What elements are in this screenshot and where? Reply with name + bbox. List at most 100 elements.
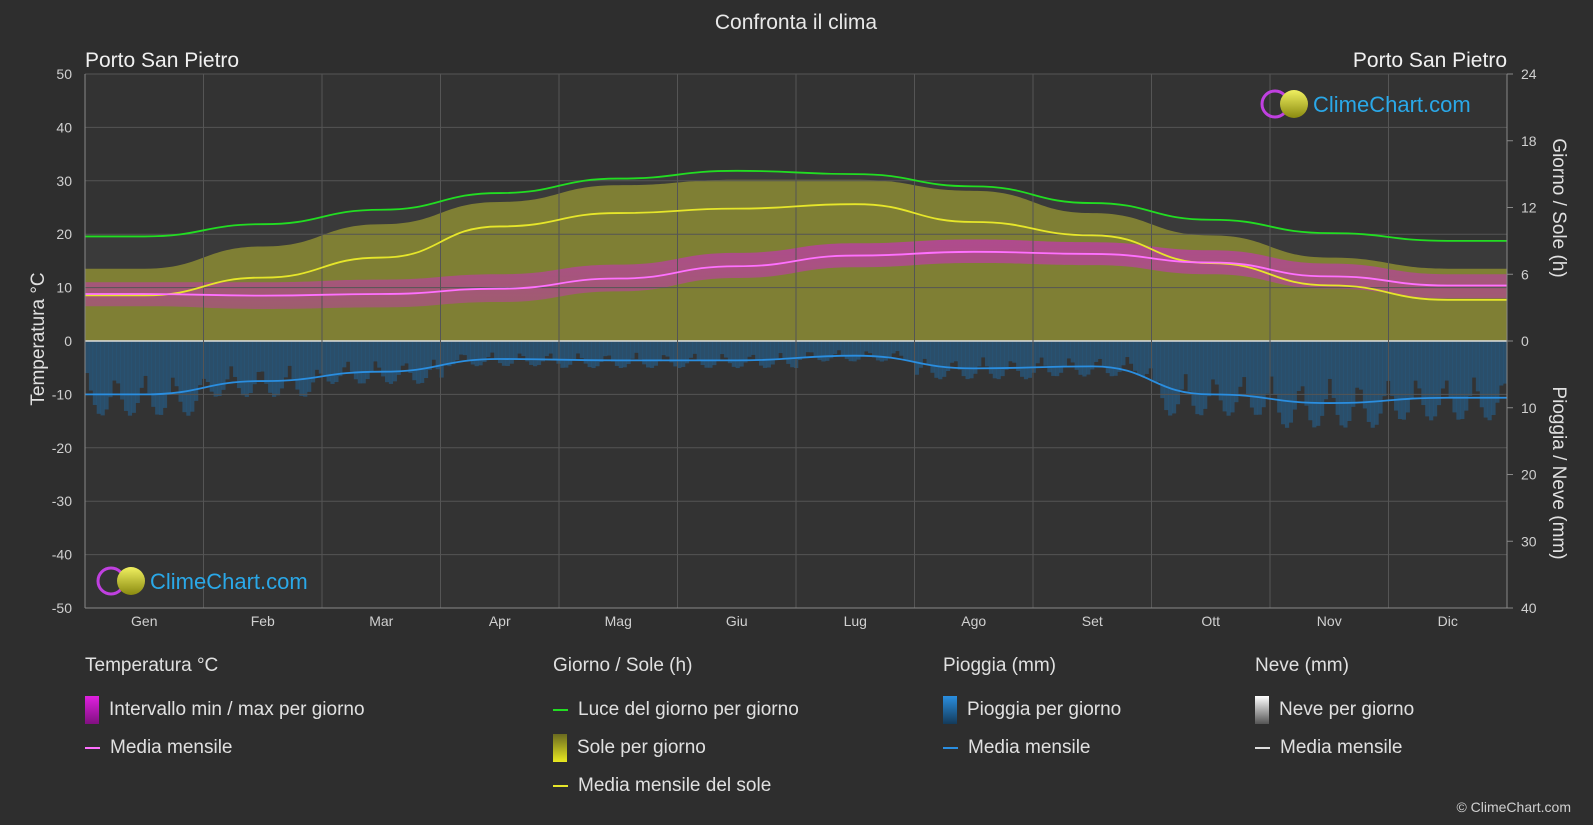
rain-bar xyxy=(864,341,869,352)
rain-bar xyxy=(653,341,658,366)
rain-bar xyxy=(1008,341,1013,362)
rain-bar xyxy=(159,341,164,415)
rain-bar xyxy=(1366,341,1371,422)
rain-bar xyxy=(1094,341,1099,362)
rain-bar xyxy=(166,341,172,395)
rain-bar xyxy=(365,341,370,380)
brand-text-top: ClimeChart.com xyxy=(1313,92,1471,117)
rain-bar xyxy=(478,341,483,366)
rain-bar xyxy=(618,341,623,368)
rain-bar xyxy=(1421,341,1426,406)
legend-item: Sole per giorno xyxy=(553,729,799,767)
rain-bar xyxy=(1210,341,1216,380)
legend-sun: Giorno / Sole (h) Luce del giorno per gi… xyxy=(553,655,799,805)
rain-bar xyxy=(930,341,935,373)
rain-bar xyxy=(782,341,787,359)
rain-bar xyxy=(634,341,639,353)
series-lines xyxy=(84,169,1507,404)
rain-bar xyxy=(735,341,740,369)
rain-bar xyxy=(891,341,896,354)
legend-temperature: Temperatura °C Intervallo min / max per … xyxy=(85,655,365,767)
rain-bar xyxy=(907,341,912,362)
rain-bar xyxy=(455,341,460,361)
chart-title: Confronta il clima xyxy=(715,11,878,34)
rain-bar xyxy=(560,341,565,368)
rain-bar xyxy=(957,341,962,370)
rain-bar xyxy=(431,341,436,360)
rain-bar xyxy=(1257,341,1262,415)
rain-bar xyxy=(377,341,382,368)
rain-bar xyxy=(322,341,327,376)
rain-bar xyxy=(416,341,421,384)
rain-bar xyxy=(264,341,269,384)
rain-bar xyxy=(684,341,690,364)
brand-logo-bottom: ClimeChart.com xyxy=(96,566,308,596)
rain-bar xyxy=(646,341,651,368)
rain-bar xyxy=(969,341,974,379)
rain-bar xyxy=(1444,341,1449,381)
rain-bar xyxy=(295,341,300,390)
rain-bar xyxy=(603,341,608,357)
rain-bar xyxy=(945,341,951,372)
rain-bar xyxy=(797,341,803,361)
rain-bar xyxy=(1281,341,1286,425)
rain-bar xyxy=(1296,341,1301,392)
rain-bar xyxy=(630,341,635,359)
rain-bar xyxy=(466,341,471,361)
rain-bar xyxy=(1074,341,1079,370)
rain-bar xyxy=(1273,341,1278,395)
rain-bar xyxy=(1035,341,1040,364)
y-tick-label-left: -40 xyxy=(52,547,72,563)
rain-bar xyxy=(342,341,347,368)
rain-bar xyxy=(330,341,335,384)
rain-bar xyxy=(490,341,495,353)
y-tick-label-left: -50 xyxy=(52,600,72,616)
rain-bar xyxy=(123,341,129,411)
rain-bar xyxy=(1140,341,1145,377)
rain-bar xyxy=(353,341,359,380)
rain-bar xyxy=(848,341,853,362)
legend-snow-title: Neve (mm) xyxy=(1255,655,1349,676)
rain-bar xyxy=(1051,341,1056,376)
rain-bar xyxy=(474,341,479,367)
rain-bar xyxy=(1012,341,1017,363)
rain-bar xyxy=(731,341,736,367)
rain-bar xyxy=(996,341,1001,380)
legend-item-label: Intervallo min / max per giorno xyxy=(109,699,365,720)
rain-bar xyxy=(712,341,717,366)
rain-bar xyxy=(1327,341,1332,379)
rain-bar xyxy=(404,341,409,364)
rain-bar xyxy=(1499,341,1504,386)
rain-bar xyxy=(716,341,721,361)
rain-bar xyxy=(1464,341,1469,411)
rain-bar xyxy=(162,341,168,408)
y-tick-label-left: 0 xyxy=(64,333,72,349)
rain-bar xyxy=(509,341,514,364)
rain-bar xyxy=(1070,341,1075,363)
rain-bar xyxy=(875,341,881,361)
rain-bar xyxy=(805,341,810,353)
rain-bar xyxy=(525,341,530,362)
rain-bar xyxy=(1312,341,1317,428)
rain-bar xyxy=(1000,341,1005,377)
y-tick-label-left: 30 xyxy=(56,173,72,189)
rain-bar xyxy=(657,341,662,362)
rain-bar xyxy=(533,341,538,367)
rain-bar xyxy=(992,341,997,379)
y-tick-label-left: 40 xyxy=(56,119,72,135)
rain-bar xyxy=(272,341,277,397)
rain-bar xyxy=(1218,341,1223,401)
rain-bar xyxy=(217,341,222,396)
rain-bar xyxy=(665,341,670,357)
daylight-swatch xyxy=(553,709,568,711)
rain-bar xyxy=(1160,341,1165,399)
rain-bar xyxy=(1471,341,1477,378)
rain-bar xyxy=(501,341,507,366)
y-tick-label-left: -10 xyxy=(52,386,72,402)
rain-bar xyxy=(1468,341,1473,396)
rain-bar xyxy=(1039,341,1044,358)
rain-bar xyxy=(938,341,943,380)
rain-bar xyxy=(984,341,990,367)
rain-bar xyxy=(1055,341,1060,377)
legend-item-label: Media mensile del sole xyxy=(578,775,772,796)
